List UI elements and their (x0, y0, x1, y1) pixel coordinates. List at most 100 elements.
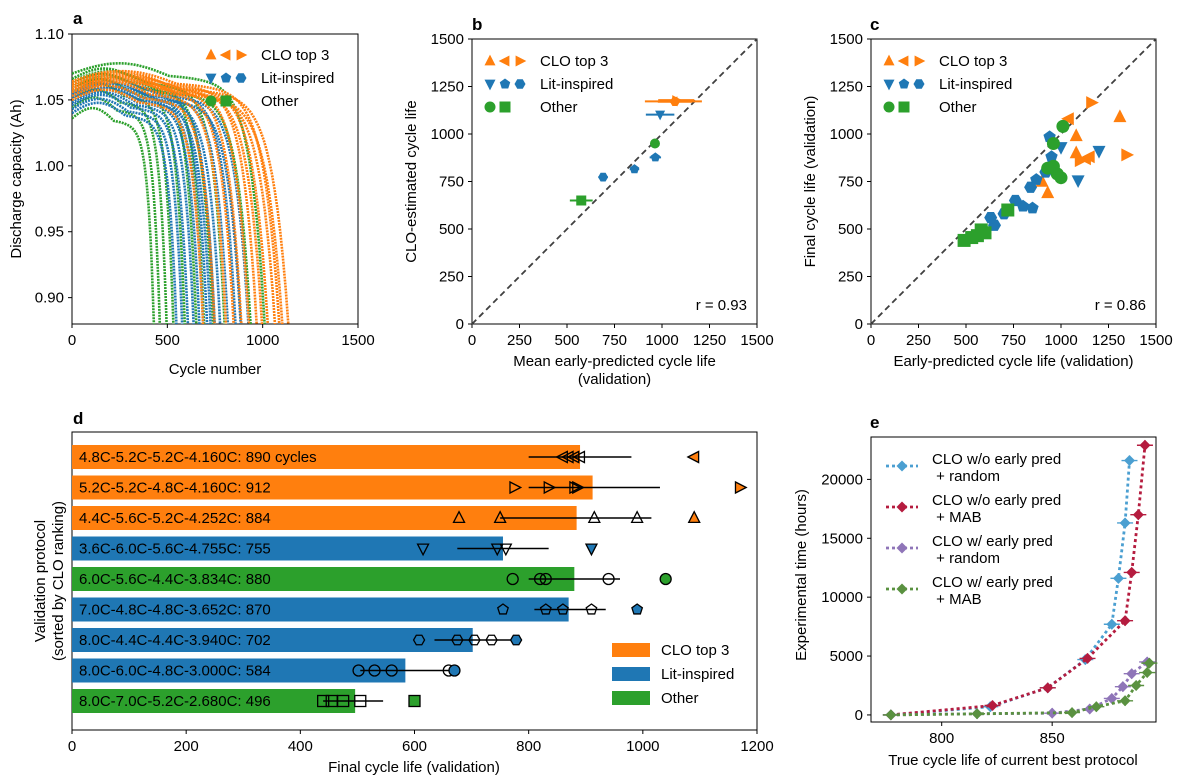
panel-b-x-tick-label: 750 (602, 332, 627, 349)
panel-b-legend-label: CLO top 3 (540, 53, 608, 70)
bar-label: 8.0C-4.4C-4.4C-3.940C: 702 (79, 632, 271, 649)
bar (72, 445, 581, 469)
panel-d-x-tick-label: 0 (68, 738, 76, 755)
panel-b-y-tick-label: 0 (456, 316, 464, 333)
data-point (1121, 148, 1135, 162)
panel-c-identity-line (870, 38, 1157, 325)
panel-e-legend-label: CLO w/ early pred (932, 533, 1053, 550)
data-point (957, 233, 971, 247)
bar-replicate-point (543, 480, 557, 495)
panel-c-x-tick-label: 250 (906, 332, 931, 349)
panel-a-legend-label: CLO top 3 (261, 47, 329, 64)
data-point (598, 172, 609, 182)
panel-a-legend-marker (220, 95, 232, 107)
panel-a-legend-marker (235, 73, 247, 83)
panel-d-ylabel-2: (sorted by CLO ranking) (50, 501, 67, 661)
panel-e-y-tick-label: 20000 (821, 471, 863, 488)
time-point (971, 708, 983, 720)
panel-e-legend-marker (896, 460, 908, 472)
panel-a-x-tick-label: 1000 (246, 332, 279, 349)
panel-e-legend-label-2: + random (932, 550, 1000, 567)
bar-label: 6.0C-5.6C-4.4C-3.834C: 880 (79, 571, 271, 588)
capacity-curve (72, 77, 187, 324)
panel-c-x-tick-label: 500 (953, 332, 978, 349)
capacity-curve (72, 91, 195, 324)
panel-b-legend-marker (499, 78, 511, 89)
bar-label: 4.8C-5.2C-5.2C-4.160C: 890 cycles (79, 449, 317, 466)
panel-letter-c: c (870, 15, 879, 34)
capacity-curve (72, 96, 162, 324)
bar-replicate-point (556, 603, 569, 615)
panel-a-y-tick-label: 1.00 (35, 158, 64, 175)
time-point (1123, 455, 1135, 467)
panel-d-x-tick-label: 600 (402, 738, 427, 755)
data-point (1008, 194, 1022, 207)
panel-d-validation-bars: 0 200 400 600 800 1000 1200 4.8C-5.2C-5.2C-4.16… (32, 431, 774, 776)
panel-c-y-tick-label: 0 (855, 316, 863, 333)
panel-b-x-tick-label: 0 (468, 332, 476, 349)
panel-d-ylabel: Validation protocol (32, 520, 49, 642)
data-point (1069, 145, 1083, 159)
capacity-curve (72, 93, 190, 324)
panel-a-y-tick-label: 1.10 (35, 26, 64, 43)
bar (72, 506, 577, 530)
bar-replicate-point (631, 603, 644, 615)
panel-e-legend-label: CLO w/o early pred (932, 492, 1061, 509)
bar (72, 475, 593, 500)
panel-a-legend-marker (220, 72, 232, 83)
capacity-curve (72, 77, 237, 324)
bar-label: 4.4C-5.6C-5.2C-4.252C: 884 (79, 510, 271, 527)
panel-d-legend-swatch (612, 667, 650, 681)
data-point (1071, 175, 1085, 189)
panel-d-legend-swatch (612, 643, 650, 657)
panel-b-y-tick-label: 1250 (431, 79, 464, 96)
panel-b-legend-label: Lit-inspired (540, 76, 613, 93)
bar-replicate-point (352, 664, 365, 677)
data-point (1092, 145, 1106, 159)
panel-e-experimental-time: 800 850 0 5000 10000 15000 20000 CLO w/o early … (793, 436, 1158, 769)
panel-letter-a: a (73, 9, 83, 28)
panel-a-xlabel: Cycle number (169, 361, 262, 378)
panel-b-ylabel: CLO-estimated cycle life (403, 100, 420, 263)
panel-c-legend-marker (883, 79, 895, 91)
panel-b-legend-label: Other (540, 99, 578, 116)
bar-replicate-point (485, 634, 498, 646)
panel-a-x-tick-label: 500 (155, 332, 180, 349)
time-point (1066, 707, 1078, 719)
panel-c-x-tick-label: 1500 (1139, 332, 1172, 349)
panel-d-legend-label: Other (661, 690, 699, 707)
panel-b-y-tick-label: 750 (439, 174, 464, 191)
panel-a-legend-marker (205, 73, 217, 85)
panel-a-legend-marker (219, 49, 231, 61)
panel-c-x-tick-label: 1000 (1044, 332, 1077, 349)
time-point (1117, 681, 1129, 693)
bar (72, 658, 406, 683)
panel-b-legend-marker (499, 101, 511, 113)
data-point (1054, 171, 1068, 185)
panel-c-legend-label: Lit-inspired (939, 76, 1012, 93)
panel-b-legend-marker (498, 55, 510, 67)
data-point (1026, 201, 1039, 214)
panel-e-ylabel: Experimental time (hours) (793, 489, 810, 661)
panel-b-xlabel-2: (validation) (578, 371, 651, 388)
bar-replicate-point (368, 664, 381, 677)
time-point (1106, 692, 1118, 704)
panel-e-y-tick-label: 0 (855, 707, 863, 724)
capacity-curve (72, 72, 270, 324)
panel-a-legend-marker (205, 48, 217, 60)
time-point (1132, 509, 1144, 521)
panel-a-capacity-curves: 0 500 1000 1500 0.90 0.95 1.00 1.05 1.10 Cycle nu… (8, 26, 375, 378)
panel-b-y-tick-label: 1500 (431, 31, 464, 48)
data-point (1082, 150, 1095, 164)
panel-b-legend-marker (484, 79, 496, 91)
panel-b-y-tick-label: 250 (439, 269, 464, 286)
bar-replicate-point (602, 572, 615, 586)
bar-replicate-point (687, 510, 701, 524)
panel-a-legend-marker (236, 49, 248, 61)
time-point (1141, 667, 1153, 679)
bar-replicate-point (587, 510, 601, 524)
panel-b-legend-marker (484, 101, 496, 113)
bar-label: 7.0C-4.8C-4.8C-3.652C: 870 (79, 602, 271, 619)
time-point (1042, 682, 1054, 694)
panel-c-legend-marker (883, 54, 895, 66)
